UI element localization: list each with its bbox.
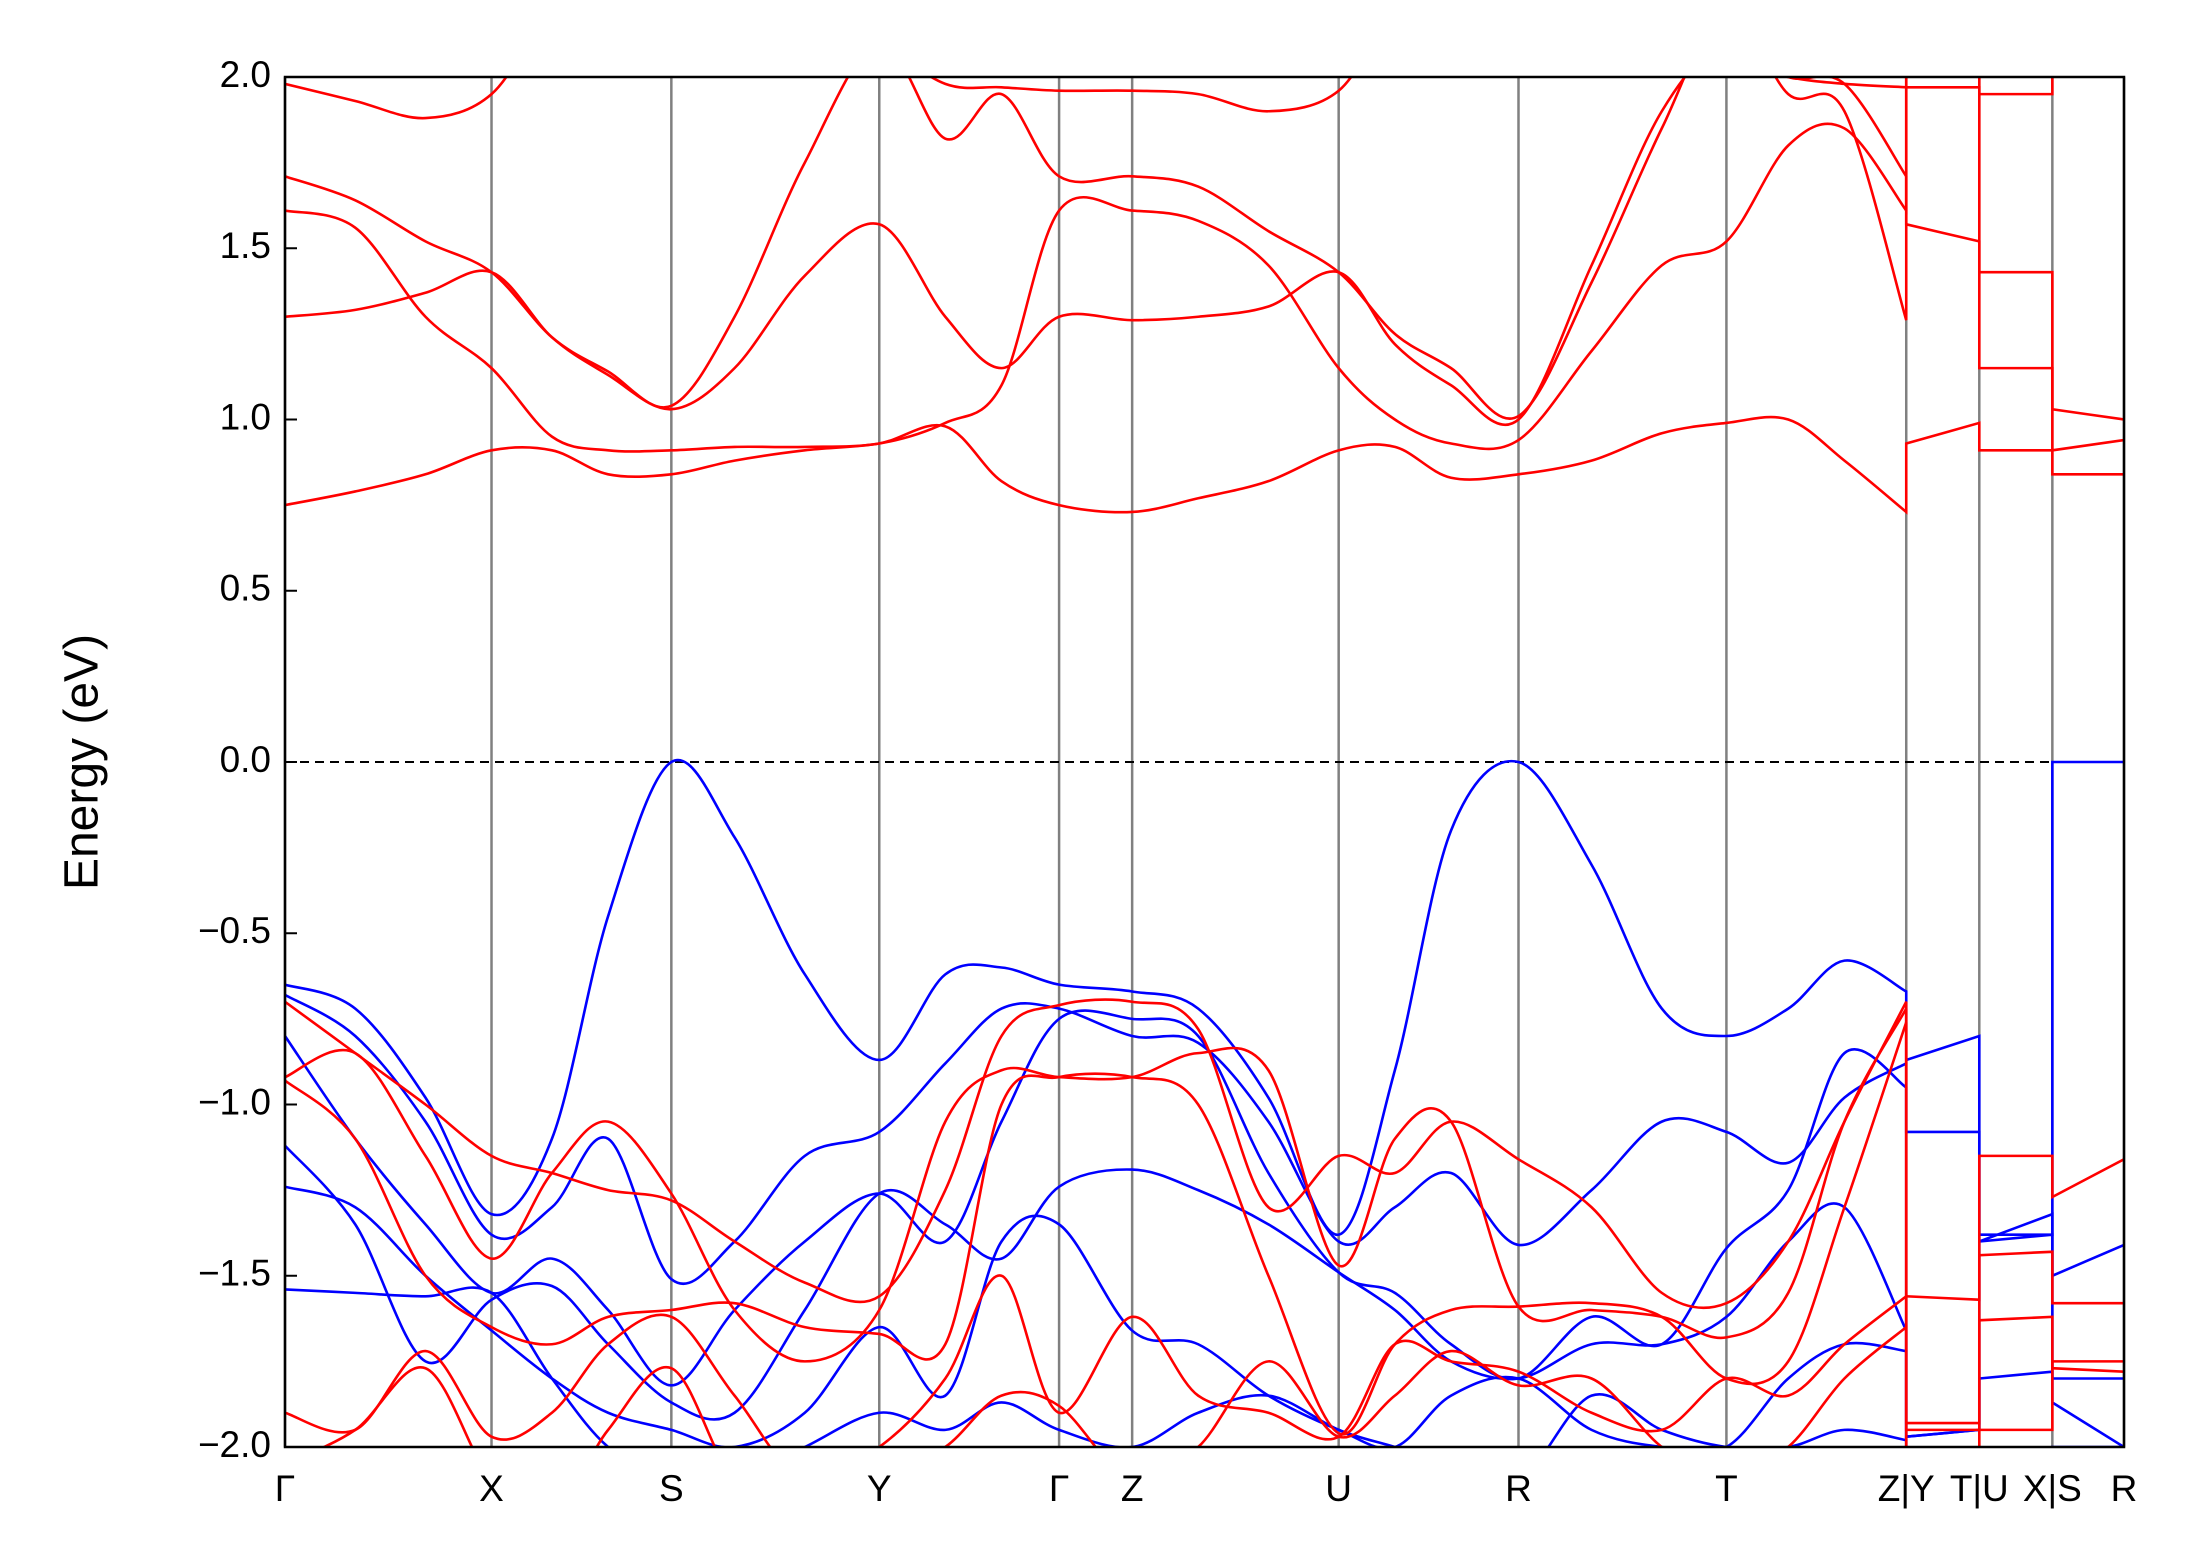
x-tick-label: T	[1715, 1468, 1738, 1509]
x-tick-label: Γ	[1049, 1468, 1069, 1509]
y-tick-label: −1.5	[198, 1253, 271, 1294]
band-line	[285, 1274, 2124, 1447]
bands	[285, 77, 2124, 1447]
y-tick-label: 0.0	[220, 739, 271, 780]
band-line	[285, 1144, 2124, 1439]
band-line	[285, 415, 2124, 515]
band-line	[285, 758, 2124, 1236]
band-line	[285, 993, 2124, 1286]
axes: −2.0 −1.5 −1.0 −0.5 0.0 0.5 1.0 1.5 2.0 Γ X S Y Γ Z U R T…	[198, 54, 2137, 1509]
band-line	[285, 85, 2124, 453]
x-tick-label: U	[1325, 1468, 1352, 1509]
band-line	[285, 77, 2124, 452]
x-tick-label: R	[1505, 1468, 1532, 1509]
x-tick-label: Y	[867, 1468, 892, 1509]
y-axis-label: Energy (eV)	[56, 634, 109, 890]
band-line	[285, 998, 2124, 1310]
band-line	[285, 1185, 2124, 1447]
y-tick-label: −1.0	[198, 1081, 271, 1122]
band-line	[285, 1286, 1908, 1447]
y-tick-label: −2.0	[198, 1424, 271, 1465]
band-line	[285, 77, 2054, 420]
band-line	[285, 1007, 2124, 1425]
band-line	[285, 1009, 2124, 1447]
band-line	[285, 77, 1908, 120]
x-tick-label: S	[659, 1468, 684, 1509]
y-tick-label: 1.5	[220, 225, 271, 266]
y-tick-label: 0.5	[220, 568, 271, 609]
y-tick-label: 2.0	[220, 54, 271, 95]
x-tick-label: Z|Y	[1878, 1468, 1935, 1509]
x-tick-label: Z	[1121, 1468, 1144, 1509]
x-tick-label: X	[479, 1468, 504, 1509]
y-tick-label: −0.5	[198, 910, 271, 951]
x-tick-label: T|U	[1950, 1468, 2009, 1509]
y-tick-label: 1.0	[220, 396, 271, 437]
x-tick-label: X|S	[2023, 1468, 2082, 1509]
x-tick-label: R	[2111, 1468, 2138, 1509]
x-tick-label: Γ	[275, 1468, 295, 1509]
band-line	[285, 1021, 2124, 1436]
grid	[283, 77, 2126, 1447]
band-line	[321, 1324, 1908, 1447]
